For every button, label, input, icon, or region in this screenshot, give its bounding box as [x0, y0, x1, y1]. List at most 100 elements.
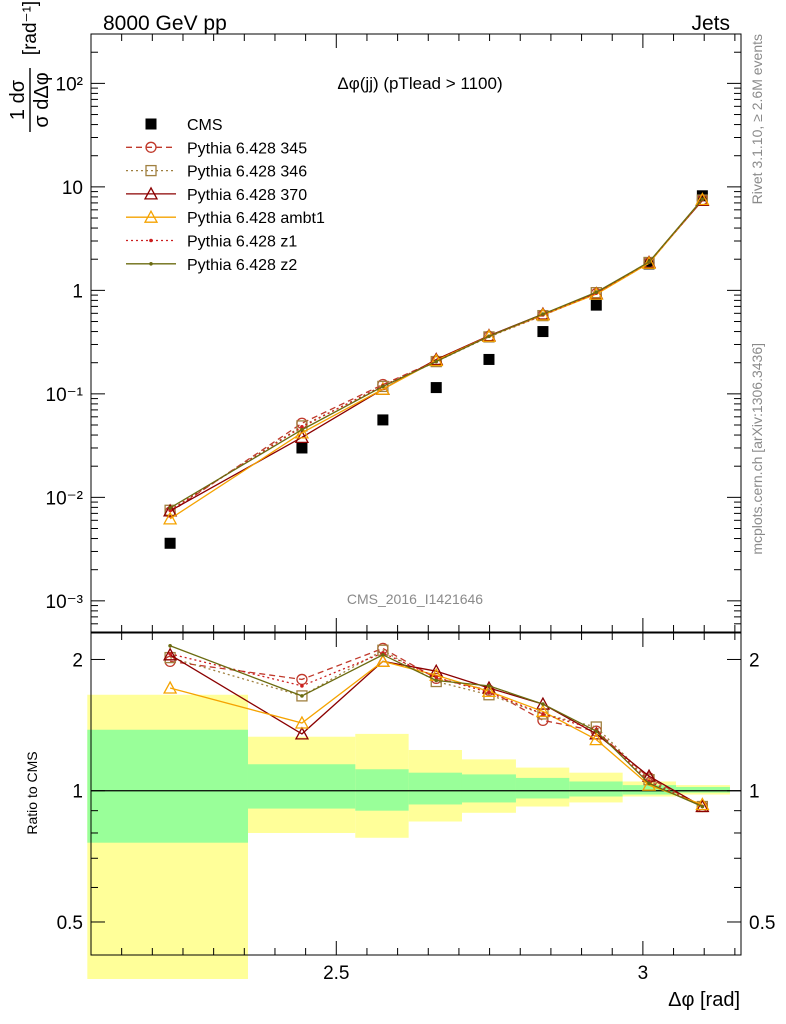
legend-entry-6: Pythia 6.428 z2 — [126, 257, 297, 274]
series-6-point-7 — [647, 260, 651, 264]
y-tick-label-0: 10⁻³ — [46, 592, 84, 613]
legend-label-0: CMS — [187, 117, 223, 134]
series-4-point-1 — [294, 425, 310, 439]
ratio-series-5-point-4 — [487, 684, 491, 688]
ratio-series-5-point-1 — [300, 694, 304, 698]
legend-marker-2 — [145, 164, 157, 177]
ratio-series-3-point-0 — [163, 680, 178, 694]
ratio-series-5-point-0 — [168, 643, 172, 648]
ratio-series-4-point-3 — [434, 675, 439, 680]
y-tick-label-3: 1 — [72, 281, 83, 302]
y-axis-label-unit: [rad⁻¹] — [20, 1, 41, 55]
stat-uncertainty-band-2 — [355, 769, 409, 811]
series-4-point-0 — [163, 511, 178, 525]
legend-entry-5: Pythia 6.428 z1 — [126, 234, 297, 251]
y-tick-label-2: 10⁻¹ — [46, 385, 84, 406]
stat-uncertainty-band-5 — [515, 777, 570, 799]
ratio-series-3-point-6 — [589, 732, 604, 746]
ratio-series-3-point-1 — [294, 715, 310, 729]
y-tick-label-4: 10 — [62, 178, 83, 199]
ratio-y-tick-label-right-0: 0.5 — [749, 913, 775, 934]
ratio-y-tick-label-left-2: 2 — [72, 650, 83, 671]
legend-entry-0: CMS — [145, 117, 223, 134]
x-axis-label: Δφ [rad] — [668, 989, 740, 1011]
ratio-series-5-point-2 — [381, 652, 385, 657]
legend-label-5: Pythia 6.428 z1 — [187, 234, 297, 251]
series-6-point-4 — [487, 334, 491, 339]
ratio-series-3-point-2 — [375, 654, 390, 668]
ratio-series-5-point-5 — [541, 702, 545, 706]
ratio-series-4-point-5 — [541, 712, 545, 716]
side-label-top: Rivet 3.1.10, ≥ 2.6M events — [749, 34, 765, 204]
legend-marker-4 — [143, 209, 159, 223]
series-6-point-2 — [381, 384, 385, 389]
y-tick-label-1: 10⁻² — [46, 488, 84, 509]
series-6 — [168, 197, 705, 510]
series-0-point-8 — [696, 190, 708, 202]
series-6-point-0 — [168, 506, 172, 510]
legend-marker-5 — [149, 238, 153, 243]
ratio-series-line-1 — [169, 649, 703, 808]
series-4-point-8 — [695, 192, 710, 206]
ratio-series-4-point-1 — [300, 684, 304, 688]
main-frame — [90, 33, 742, 633]
legend-entry-3: Pythia 6.428 370 — [126, 186, 307, 204]
y-axis-label-numerator: 1 dσ — [7, 79, 29, 120]
process-label: Jets — [691, 12, 730, 35]
legend-label-1: Pythia 6.428 345 — [187, 140, 307, 157]
legend-label-6: Pythia 6.428 z2 — [187, 257, 297, 274]
ratio-series-1-point-1 — [296, 690, 308, 702]
plot-title: Δφ(jj) (pTlead > 1100) — [337, 74, 502, 93]
series-0-point-6 — [590, 299, 602, 311]
ratio-y-tick-label-right-1: 1 — [749, 782, 760, 803]
legend-marker-0 — [145, 118, 157, 130]
legend-label-2: Pythia 6.428 346 — [187, 164, 307, 181]
ratio-series-5-point-3 — [434, 678, 439, 683]
series-5-point-1 — [300, 425, 304, 429]
ratio-series-line-2 — [169, 654, 703, 808]
series-6-point-6 — [594, 290, 599, 295]
ratio-series-2-point-8 — [695, 799, 710, 813]
series-0-point-2 — [377, 414, 389, 426]
main-panel: 10⁻³ 10⁻² 10⁻¹ 1 10 10² — [46, 33, 742, 633]
ratio-series-5-point-6 — [594, 729, 599, 733]
legend-marker-6 — [149, 262, 153, 266]
legend-label-4: Pythia 6.428 ambt1 — [187, 210, 325, 227]
series-3-point-0 — [163, 503, 178, 517]
series-6-point-3 — [434, 359, 439, 364]
ratio-series-5-point-7 — [647, 781, 651, 786]
series-6-point-5 — [541, 312, 545, 316]
series-4-point-7 — [641, 255, 657, 269]
stat-uncertainty-band-0 — [87, 729, 248, 843]
ratio-series-3-point-4 — [481, 684, 497, 698]
ratio-series-3-point-8 — [695, 797, 710, 811]
series-4-point-5 — [535, 307, 551, 321]
ratio-series-3-point-5 — [535, 704, 551, 718]
stat-uncertainty-band-4 — [461, 774, 516, 803]
series-0-point-0 — [164, 537, 176, 549]
series-6-point-8 — [700, 197, 705, 202]
legend-marker-3 — [143, 186, 159, 200]
energy-label: 8000 GeV pp — [103, 12, 227, 35]
legend: CMS Pythia 6.428 345 Pythia 6.428 346 Pythi… — [126, 117, 325, 274]
analysis-id: CMS_2016_I1421646 — [347, 591, 483, 607]
legend-entry-4: Pythia 6.428 ambt1 — [126, 209, 325, 227]
legend-entry-1: Pythia 6.428 345 — [126, 140, 307, 157]
stat-uncertainty-band-1 — [247, 764, 356, 809]
series-0-point-1 — [296, 442, 308, 454]
x-tick-label-0: 2.5 — [323, 963, 349, 984]
stat-uncertainty-band-8 — [676, 786, 730, 793]
ratio-series-2-point-1 — [294, 726, 310, 740]
y-axis-label-denominator: σ dΔφ — [31, 72, 53, 127]
series-0-point-4 — [483, 353, 495, 365]
ratio-y-tick-label-left-1: 1 — [72, 782, 83, 803]
legend-entry-2: Pythia 6.428 346 — [126, 164, 307, 181]
series-0-point-5 — [537, 326, 549, 338]
ratio-y-tick-label-right-2: 2 — [749, 650, 760, 671]
ratio-frame — [90, 632, 742, 956]
ratio-y-axis-label: Ratio to CMS — [24, 751, 40, 834]
series-6-point-1 — [300, 427, 304, 432]
series-0-point-3 — [430, 382, 442, 394]
ratio-series-4-point-4 — [487, 690, 491, 695]
